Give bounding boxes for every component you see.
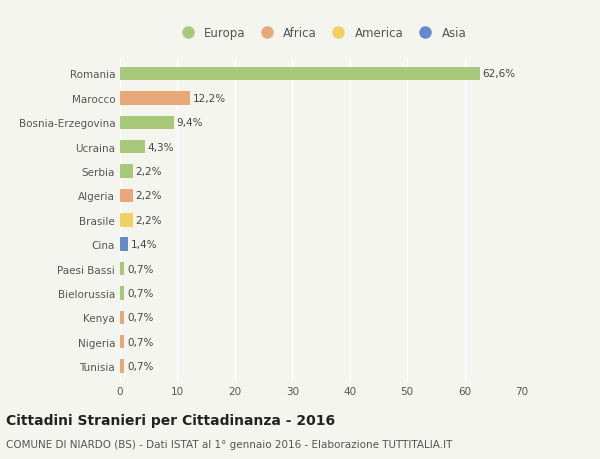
Bar <box>120 262 124 276</box>
Bar <box>120 165 133 179</box>
Text: 1,4%: 1,4% <box>131 240 157 250</box>
Bar <box>120 360 124 373</box>
Bar <box>120 67 479 81</box>
Text: 0,7%: 0,7% <box>127 288 153 298</box>
Text: COMUNE DI NIARDO (BS) - Dati ISTAT al 1° gennaio 2016 - Elaborazione TUTTITALIA.: COMUNE DI NIARDO (BS) - Dati ISTAT al 1°… <box>6 440 452 449</box>
Text: 0,7%: 0,7% <box>127 337 153 347</box>
Bar <box>120 116 174 129</box>
Bar <box>120 336 124 349</box>
Bar <box>120 140 145 154</box>
Legend: Europa, Africa, America, Asia: Europa, Africa, America, Asia <box>176 27 466 40</box>
Bar <box>120 287 124 300</box>
Bar <box>120 189 133 203</box>
Text: 2,2%: 2,2% <box>136 167 162 177</box>
Text: 0,7%: 0,7% <box>127 264 153 274</box>
Text: 4,3%: 4,3% <box>148 142 174 152</box>
Text: 0,7%: 0,7% <box>127 361 153 371</box>
Bar <box>120 213 133 227</box>
Text: 12,2%: 12,2% <box>193 94 226 104</box>
Text: 2,2%: 2,2% <box>136 215 162 225</box>
Bar <box>120 238 128 252</box>
Bar <box>120 92 190 105</box>
Text: Cittadini Stranieri per Cittadinanza - 2016: Cittadini Stranieri per Cittadinanza - 2… <box>6 414 335 428</box>
Text: 0,7%: 0,7% <box>127 313 153 323</box>
Text: 2,2%: 2,2% <box>136 191 162 201</box>
Bar <box>120 311 124 325</box>
Text: 9,4%: 9,4% <box>177 118 203 128</box>
Text: 62,6%: 62,6% <box>482 69 515 79</box>
